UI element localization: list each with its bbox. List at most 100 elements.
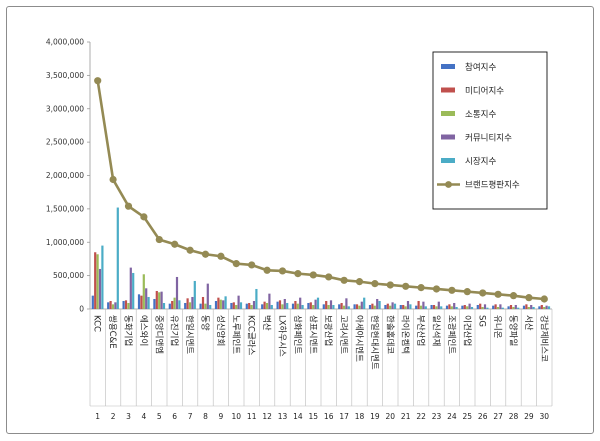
legend-label-1: 참여지수: [465, 62, 496, 73]
bar-2-cat-2: [110, 301, 112, 309]
bar-3-cat-5: [158, 292, 160, 309]
bar-3-cat-22: [420, 306, 422, 309]
bar-1-cat-8: [200, 304, 202, 309]
brand-reputation-chart: 0500,0001,000,0001,500,0002,000,0002,500…: [0, 0, 600, 441]
rank-label-22: 22: [416, 412, 426, 421]
bar-4-cat-18: [361, 302, 363, 309]
bar-5-cat-7: [194, 281, 196, 309]
bar-2-cat-9: [217, 298, 219, 309]
bar-5-cat-15: [317, 298, 319, 309]
bar-1-cat-22: [415, 306, 417, 309]
bar-5-cat-9: [225, 296, 227, 309]
bar-2-cat-24: [448, 304, 450, 309]
bar-4-cat-14: [299, 298, 301, 309]
bar-4-cat-7: [191, 297, 193, 309]
bar-2-cat-6: [171, 301, 173, 309]
rank-label-21: 21: [401, 412, 411, 421]
bar-4-cat-3: [130, 268, 132, 309]
bar-1-cat-13: [277, 302, 279, 309]
rank-label-20: 20: [386, 412, 396, 421]
bar-5-cat-5: [163, 303, 165, 309]
rank-label-27: 27: [493, 412, 503, 421]
y-tick-label: 2,000,000: [46, 171, 84, 180]
bar-1-cat-12: [261, 304, 263, 309]
bar-4-cat-17: [345, 298, 347, 309]
brand-index-point-29: [525, 294, 532, 301]
bar-2-cat-14: [294, 301, 296, 309]
bar-2-cat-3: [125, 300, 127, 309]
rank-label-18: 18: [355, 412, 365, 421]
bar-1-cat-3: [123, 301, 125, 309]
bar-4-cat-2: [114, 302, 116, 309]
bar-4-cat-9: [222, 300, 224, 309]
bar-2-cat-1: [94, 252, 96, 309]
rank-label-15: 15: [309, 412, 319, 421]
legend-label-6: 브랜드평판지수: [465, 180, 520, 191]
bar-1-cat-26: [477, 305, 479, 309]
rank-label-7: 7: [188, 412, 193, 421]
bar-4-cat-12: [268, 294, 270, 309]
brand-index-point-30: [541, 295, 548, 302]
bar-2-cat-10: [233, 302, 235, 309]
brand-index-point-26: [479, 289, 486, 296]
legend-label-2: 미디어지수: [465, 86, 504, 97]
bar-3-cat-23: [435, 306, 437, 309]
rank-label-11: 11: [247, 412, 257, 421]
bar-1-cat-18: [354, 304, 356, 309]
bar-5-cat-10: [240, 302, 242, 309]
bar-5-cat-25: [471, 307, 473, 309]
y-tick-label: 4,000,000: [46, 38, 84, 47]
category-label-21: 라이온켐텍: [400, 315, 411, 354]
category-label-13: LX하우시스: [277, 315, 288, 357]
brand-index-point-13: [279, 267, 286, 274]
rank-label-5: 5: [157, 412, 162, 421]
brand-index-point-18: [356, 278, 363, 285]
bar-4-cat-16: [330, 300, 332, 309]
bar-3-cat-7: [189, 302, 191, 309]
brand-index-point-15: [310, 271, 317, 278]
category-label-23: 일신석재: [431, 315, 442, 346]
bar-3-cat-18: [358, 306, 360, 309]
bar-5-cat-22: [425, 306, 427, 309]
bar-5-cat-16: [332, 305, 334, 309]
category-label-15: 삼표시멘트: [307, 315, 318, 354]
bar-4-cat-1: [99, 269, 101, 309]
bar-5-cat-3: [132, 273, 134, 309]
category-label-22: 부산산업: [415, 315, 426, 346]
brand-index-point-8: [202, 251, 209, 258]
legend-swatch-3: [441, 111, 455, 116]
rank-label-29: 29: [524, 412, 534, 421]
brand-index-point-10: [233, 260, 240, 267]
bar-2-cat-16: [325, 301, 327, 309]
bar-3-cat-9: [220, 300, 222, 309]
bar-2-cat-26: [479, 304, 481, 309]
bar-3-cat-1: [97, 254, 99, 309]
y-tick-label: 0: [79, 305, 84, 314]
rank-label-3: 3: [126, 412, 131, 421]
category-label-30: 강남제비스코: [538, 315, 549, 362]
brand-index-point-1: [94, 77, 101, 84]
bar-5-cat-28: [517, 308, 519, 309]
bar-2-cat-4: [140, 296, 142, 309]
bar-5-cat-30: [548, 306, 550, 309]
bar-1-cat-15: [307, 303, 309, 309]
bar-2-cat-28: [510, 305, 512, 309]
bar-1-cat-23: [431, 305, 433, 309]
bar-3-cat-13: [281, 304, 283, 309]
bar-4-cat-28: [515, 305, 517, 309]
legend-label-5: 시장지수: [465, 156, 496, 167]
bar-2-cat-19: [371, 304, 373, 309]
rank-label-26: 26: [478, 412, 488, 421]
rank-label-4: 4: [142, 412, 147, 421]
bar-1-cat-29: [523, 306, 525, 309]
bar-1-cat-7: [184, 303, 186, 309]
rank-label-10: 10: [232, 412, 242, 421]
bar-5-cat-27: [502, 308, 504, 309]
brand-index-point-24: [448, 287, 455, 294]
bar-2-cat-30: [541, 305, 543, 309]
bar-3-cat-20: [389, 306, 391, 309]
bar-1-cat-27: [492, 306, 494, 309]
category-label-6: 유진기업: [169, 315, 180, 346]
bar-3-cat-24: [451, 306, 453, 309]
bar-5-cat-18: [363, 298, 365, 309]
